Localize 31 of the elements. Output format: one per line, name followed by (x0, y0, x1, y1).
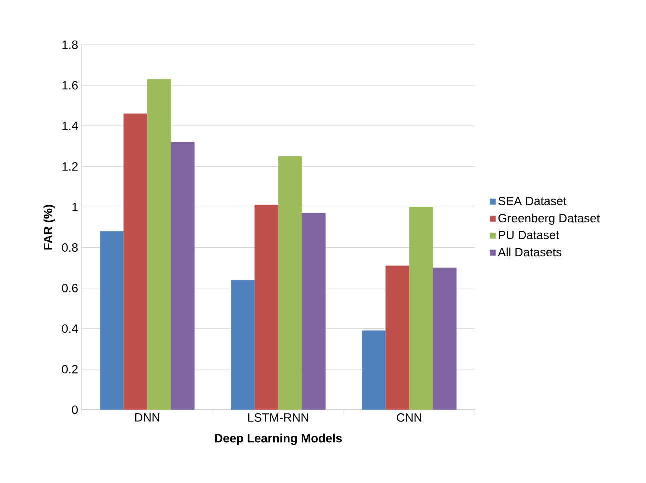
bar (100, 231, 124, 410)
bar (432, 268, 457, 410)
bar (302, 213, 326, 410)
y-tick-label: 0.4 (62, 324, 78, 334)
bar (362, 330, 386, 410)
y-axis-title: FAR (%) (44, 205, 55, 250)
y-tick-label: 1.2 (62, 162, 78, 171)
legend-label: All Datasets (498, 248, 562, 257)
bar (386, 266, 410, 410)
y-tick-label: 1.4 (62, 122, 78, 130)
y-tick-label: 0.2 (62, 365, 78, 374)
bar (147, 79, 172, 410)
bar (231, 280, 256, 410)
legend-label: Greenberg Dataset (498, 214, 600, 226)
bar (278, 156, 302, 410)
y-tick-label: 1.8 (62, 40, 78, 50)
x-tick-label: LSTM-RNN (248, 414, 309, 422)
y-tick-label: 0.6 (62, 284, 78, 293)
y-tick-label: 1.6 (62, 81, 78, 90)
bar (254, 204, 279, 410)
bar (124, 114, 148, 410)
bar (170, 142, 195, 410)
y-tick-label: 0 (72, 406, 78, 414)
x-tick-label: CNN (397, 414, 422, 422)
y-tick-label: 0.8 (62, 244, 78, 252)
legend-label: PU Dataset (499, 231, 560, 240)
x-tick-label: DNN (135, 414, 160, 422)
bar (409, 207, 434, 410)
x-axis-title: Deep Learning Models (215, 434, 342, 446)
y-tick-label: 1 (72, 203, 78, 212)
legend-label: SEA Dataset (498, 196, 567, 206)
